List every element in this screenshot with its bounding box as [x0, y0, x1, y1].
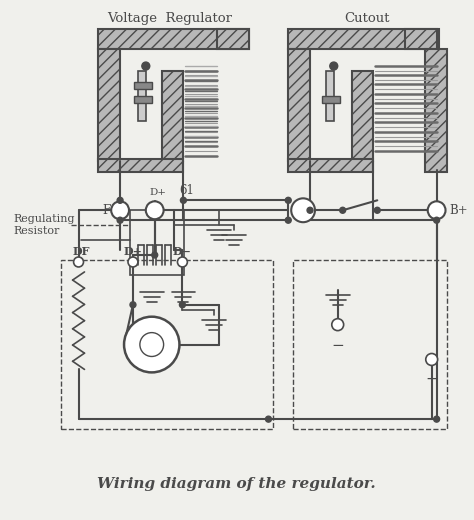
Bar: [138, 71, 146, 121]
Circle shape: [73, 257, 83, 267]
Text: +: +: [425, 372, 438, 387]
Bar: [288, 49, 310, 161]
Circle shape: [140, 333, 164, 357]
Circle shape: [146, 201, 164, 219]
Circle shape: [434, 416, 439, 422]
Circle shape: [340, 207, 346, 213]
Circle shape: [434, 217, 439, 223]
Circle shape: [285, 217, 291, 223]
Circle shape: [285, 197, 291, 203]
Bar: [405, 29, 437, 49]
Circle shape: [111, 201, 129, 219]
Bar: [425, 49, 447, 173]
Circle shape: [177, 257, 187, 267]
Circle shape: [307, 207, 313, 213]
Bar: [134, 96, 152, 103]
Text: Voltage  Regulator: Voltage Regulator: [107, 12, 232, 25]
Circle shape: [181, 197, 186, 203]
Bar: [98, 49, 120, 161]
Bar: [425, 49, 447, 173]
Bar: [293, 260, 447, 429]
Bar: [217, 29, 249, 49]
Bar: [162, 71, 183, 161]
Bar: [405, 29, 437, 49]
Text: DF: DF: [73, 246, 90, 257]
Text: F: F: [102, 204, 110, 217]
Bar: [288, 159, 374, 173]
Circle shape: [142, 62, 150, 70]
Text: Cutout: Cutout: [345, 12, 390, 25]
Circle shape: [426, 354, 438, 366]
Circle shape: [291, 198, 315, 222]
Text: Regulating
Resistor: Regulating Resistor: [13, 214, 75, 236]
Bar: [288, 29, 438, 49]
Bar: [326, 71, 334, 121]
Circle shape: [428, 201, 446, 219]
Circle shape: [180, 302, 185, 308]
Text: −: −: [331, 337, 344, 353]
Circle shape: [152, 252, 158, 258]
Text: Wiring diagram of the regulator.: Wiring diagram of the regulator.: [97, 477, 375, 491]
Circle shape: [117, 217, 123, 223]
Circle shape: [124, 317, 180, 372]
Circle shape: [330, 62, 337, 70]
Bar: [352, 71, 374, 161]
Bar: [130, 210, 184, 275]
Circle shape: [265, 416, 272, 422]
Circle shape: [128, 257, 138, 267]
Bar: [98, 159, 183, 173]
Bar: [162, 71, 183, 161]
Circle shape: [332, 319, 344, 331]
Text: D−: D−: [173, 246, 192, 257]
Bar: [98, 159, 183, 173]
Text: B+: B+: [449, 204, 468, 217]
Bar: [352, 71, 374, 161]
Bar: [217, 29, 249, 49]
Bar: [134, 82, 152, 89]
Bar: [322, 96, 340, 103]
Text: D+: D+: [124, 246, 142, 257]
Bar: [98, 29, 249, 49]
Circle shape: [374, 207, 380, 213]
Bar: [98, 49, 120, 161]
Circle shape: [117, 197, 123, 203]
Text: D+: D+: [149, 188, 166, 197]
Bar: [288, 49, 310, 161]
Bar: [288, 159, 374, 173]
Bar: [61, 260, 273, 429]
Bar: [288, 29, 438, 49]
Bar: [98, 29, 249, 49]
Circle shape: [130, 302, 136, 308]
Text: 61: 61: [180, 184, 194, 197]
